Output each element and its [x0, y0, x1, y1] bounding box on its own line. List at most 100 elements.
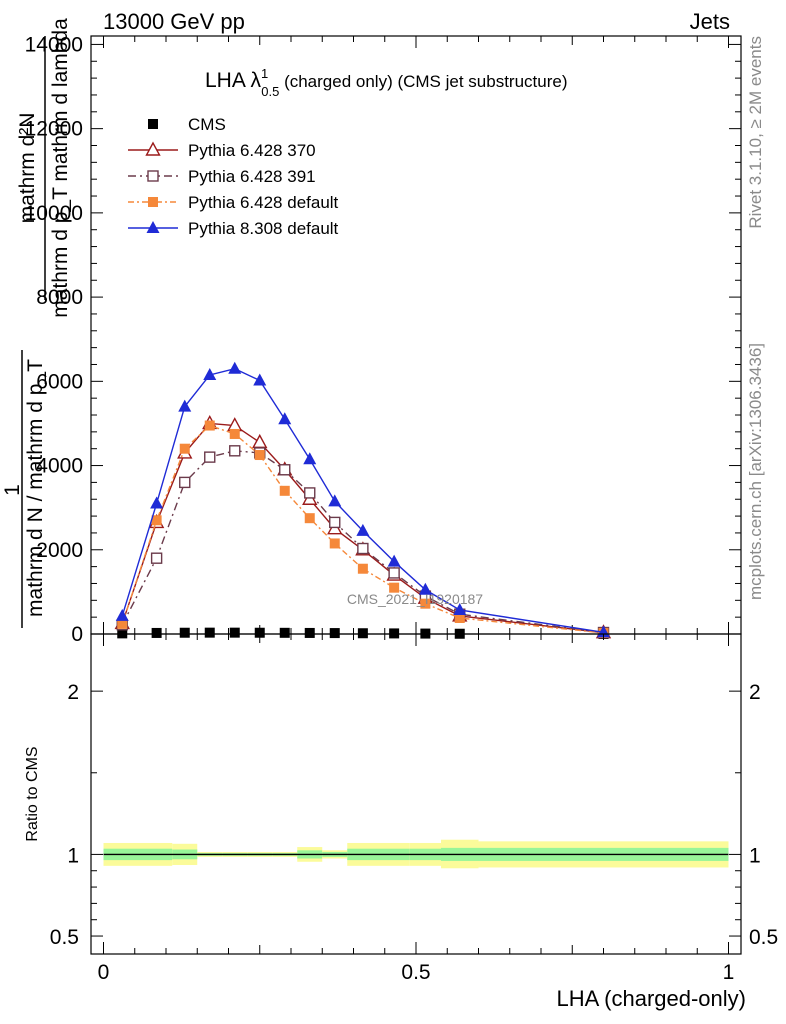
series-cms: [117, 627, 609, 639]
y-tick-label: 14000: [25, 33, 83, 56]
point-cms: [179, 627, 190, 638]
main-ylabel: mathrm d²N mathrm d p_T mathrm d lambda …: [1, 18, 72, 628]
point-py6_370: [252, 433, 268, 449]
ratio-y-tick-label-right: 1: [749, 844, 761, 867]
point-py6_default: [279, 485, 290, 496]
point-py8_default: [387, 554, 401, 567]
legend-label: Pythia 6.428 370: [188, 141, 316, 160]
title-suffix: (charged only) (CMS jet substructure): [279, 72, 567, 91]
legend-marker: [148, 197, 158, 207]
point-cms: [279, 627, 290, 638]
point-cms: [229, 627, 240, 638]
y-tick-label: 2000: [36, 539, 83, 562]
point-py6_391: [150, 552, 163, 564]
point-cms: [304, 627, 315, 638]
point-cms: [204, 627, 215, 638]
legend-item-py6_370: Pythia 6.428 370: [128, 141, 316, 160]
point-py8_default: [115, 608, 129, 621]
rivet-version: Rivet 3.1.10, ≥ 2M events: [746, 36, 765, 229]
point-py6_default: [179, 443, 190, 454]
legend-marker: [147, 170, 159, 182]
point-py8_default: [178, 399, 192, 412]
point-py6_391: [229, 445, 241, 457]
y-tick-label: 0: [71, 623, 83, 646]
point-py6_391: [388, 567, 400, 579]
point-py8_default: [418, 582, 432, 595]
x-tick-label: 1: [723, 961, 735, 984]
point-py8_default: [453, 602, 467, 615]
point-py8_default: [253, 373, 267, 386]
legend-marker: [148, 119, 158, 129]
ratio-axes: 0.5 0.5 1 1 2 2 0 0.5 1: [50, 634, 778, 984]
header-left: 13000 GeV pp: [103, 9, 245, 34]
analysis-watermark: CMS_2021_I1920187: [347, 591, 483, 607]
y-tick-label: 4000: [36, 455, 83, 478]
point-cms: [254, 627, 265, 638]
title-lambda: λ: [251, 69, 262, 92]
svg-text:LHA λ10.5 (charged only) (CMS: LHA λ1 0.5 (charged only) (CMS jet substr…: [205, 66, 568, 99]
point-py6_391: [304, 487, 316, 499]
point-py6_default: [151, 515, 162, 526]
point-py8_default: [203, 368, 217, 381]
point-py6_391: [329, 516, 341, 529]
ratio-y-tick-label-right: 2: [749, 681, 761, 704]
legend-marker: [146, 221, 160, 233]
point-py6_391: [204, 451, 216, 463]
point-py8_default: [303, 452, 317, 465]
point-py6_default: [454, 612, 465, 623]
ratio-ylabel: Ratio to CMS: [24, 746, 41, 841]
point-py8_default: [150, 496, 164, 509]
point-py6_default: [304, 513, 315, 524]
ratio-plot-frame: [90, 633, 742, 955]
point-cms: [117, 628, 128, 639]
plot-title: LHA λ1 0.5 (charged only) (CMS jet substr…: [205, 66, 568, 99]
x-tick-label: 0.5: [401, 961, 430, 984]
ratio-y-tick-label: 2: [67, 681, 79, 704]
point-py6_default: [229, 428, 240, 439]
x-axis-label: LHA (charged-only): [556, 986, 746, 1011]
mcplots-credit: mcplots.cern.ch [arXiv:1306.3436]: [746, 343, 765, 600]
point-py6_default: [329, 538, 340, 549]
main-axes: 0 2000 4000 6000 8000 10000 12000 14000: [25, 33, 741, 646]
legend-label: Pythia 8.308 default: [188, 219, 339, 238]
point-py8_default: [328, 494, 342, 507]
point-py6_default: [254, 450, 265, 461]
point-cms: [329, 628, 340, 639]
ratio-y-tick-label-right: 0.5: [749, 926, 778, 949]
title-sub: 0.5: [261, 84, 279, 99]
point-py6_default: [204, 420, 215, 431]
title-prefix: LHA: [205, 69, 251, 92]
ratio-y-tick-label: 1: [67, 844, 79, 867]
point-cms: [151, 627, 162, 638]
y-tick-label: 6000: [36, 370, 83, 393]
legend-item-py8_default: Pythia 8.308 default: [128, 219, 339, 238]
legend-item-cms: CMS: [148, 115, 226, 134]
point-py8_default: [228, 361, 242, 374]
legend-item-py6_default: Pythia 6.428 default: [128, 193, 339, 212]
y-tick-label: 8000: [36, 286, 83, 309]
x-tick-label: 0: [98, 961, 110, 984]
y-tick-label: 10000: [25, 202, 83, 225]
series-line-py8_default: [121, 367, 604, 634]
header-right: Jets: [690, 9, 730, 34]
point-py6_default: [357, 563, 368, 574]
point-py6_391: [279, 464, 291, 476]
ylabel-numerator-2: 1: [1, 484, 24, 496]
point-py8_default: [356, 523, 370, 536]
point-py6_default: [117, 618, 128, 629]
ratio-y-tick-label: 0.5: [50, 926, 79, 949]
legend-label: Pythia 6.428 391: [188, 167, 316, 186]
point-cms: [357, 628, 368, 639]
point-py6_default: [389, 582, 400, 593]
legend-label: CMS: [188, 115, 226, 134]
point-py8_default: [278, 412, 292, 425]
ylabel-denominator-2: mathrm d N / mathrm d p_T: [24, 359, 47, 617]
point-py6_391: [357, 542, 369, 555]
ylabel-numerator: mathrm d²N: [16, 113, 39, 224]
legend-marker: [145, 141, 161, 156]
title-sup: 1: [261, 66, 268, 81]
series-py8_default: [115, 361, 610, 638]
ratio-band: [103, 839, 729, 869]
ylabel-denominator: mathrm d p_T mathrm d lambda: [49, 18, 72, 318]
